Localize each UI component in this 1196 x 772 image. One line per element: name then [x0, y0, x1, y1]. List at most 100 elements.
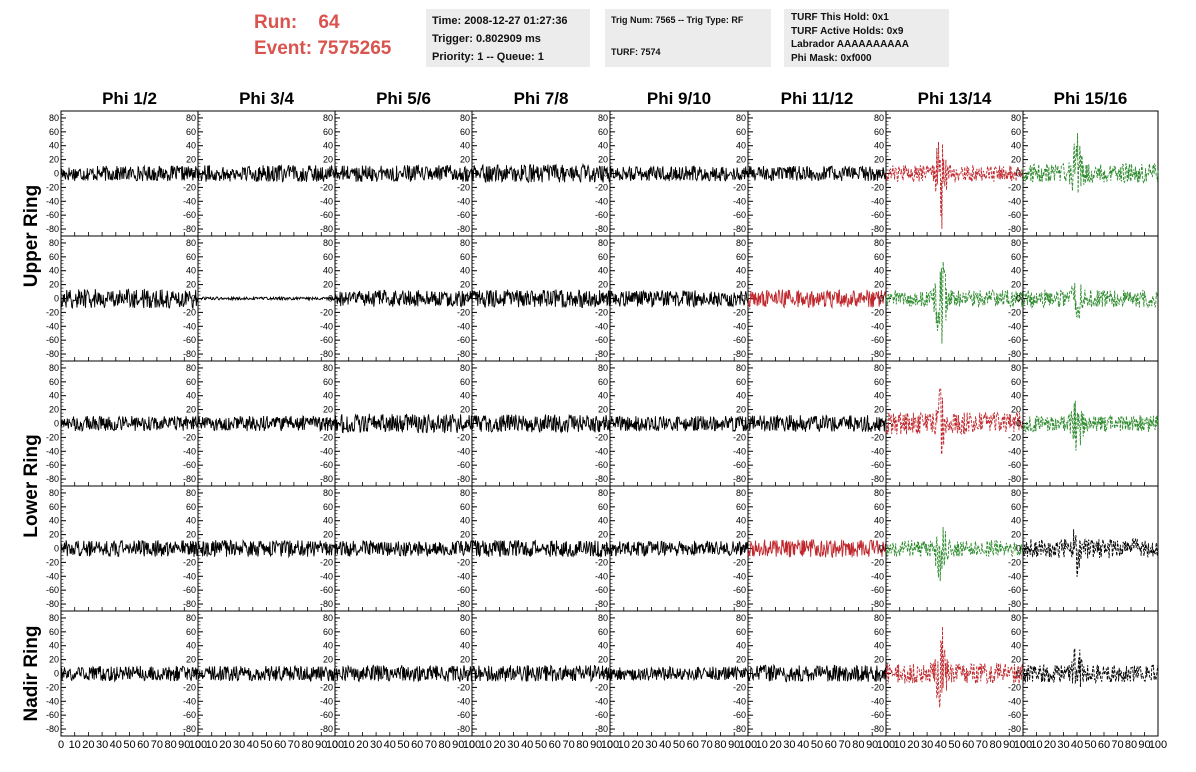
waveform-panel: -80 -60 -40 -20 0 20 40 60 80 — [457, 610, 611, 737]
y-tick-label: -40 — [733, 696, 746, 706]
y-tick-label: -60 — [1008, 585, 1021, 595]
y-tick-label: -60 — [733, 585, 746, 595]
y-tick-label: 40 — [874, 141, 884, 151]
x-tick-label: 70 — [838, 739, 850, 751]
turf-active-line: TURF Active Holds: 0x9 — [791, 25, 904, 37]
y-tick-label: 0 — [54, 169, 59, 179]
y-tick-label: 80 — [323, 488, 333, 498]
waveform-trace — [334, 413, 473, 434]
waveform-panel: -80 -60 -40 -20 0 20 40 60 80 — [457, 485, 611, 612]
x-tick-label: 40 — [1071, 739, 1083, 751]
x-tick-label: 100 — [189, 739, 207, 751]
y-tick-label: -80 — [183, 349, 196, 359]
y-tick-label: -20 — [1008, 682, 1021, 692]
y-tick-label: 20 — [323, 280, 333, 290]
y-tick-label: -80 — [733, 224, 746, 234]
waveform-trace — [197, 415, 336, 432]
waveform-trace — [747, 663, 887, 683]
y-tick-label: 40 — [460, 391, 470, 401]
waveform-trace — [334, 289, 473, 308]
y-tick-label: 60 — [874, 502, 884, 512]
y-tick-label: 0 — [879, 169, 884, 179]
waveform-panel: -80 -60 -40 -20 0 20 40 60 80 — [1008, 485, 1159, 612]
y-tick-label: 60 — [1011, 377, 1021, 387]
y-tick-label: 60 — [186, 502, 196, 512]
y-tick-label: -80 — [733, 474, 746, 484]
y-tick-label: 40 — [323, 516, 333, 526]
column-title: Phi 9/10 — [647, 89, 711, 108]
y-tick-label: 20 — [874, 155, 884, 165]
y-tick-label: -80 — [457, 349, 470, 359]
waveform-trace — [1022, 132, 1159, 194]
waveform-trace — [1022, 647, 1159, 688]
x-tick-label: 20 — [493, 739, 505, 751]
y-tick-label: -80 — [183, 599, 196, 609]
y-tick-label: 80 — [186, 238, 196, 248]
waveform-panel: -80 -60 -40 -20 0 20 40 60 80 — [46, 485, 199, 612]
y-tick-label: -40 — [733, 321, 746, 331]
y-tick-label: 0 — [328, 544, 333, 554]
waveform-trace — [471, 664, 611, 683]
y-tick-label: 80 — [49, 113, 59, 123]
column-title: Phi 3/4 — [239, 89, 294, 108]
y-tick-label: -40 — [457, 696, 470, 706]
y-tick-label: 20 — [460, 155, 470, 165]
y-tick-label: 80 — [736, 613, 746, 623]
y-tick-label: -60 — [457, 335, 470, 345]
x-tick-label: 10 — [756, 739, 768, 751]
y-tick-label: -40 — [1008, 696, 1021, 706]
x-tick-label: 80 — [1125, 739, 1137, 751]
trigger-line: Trigger: 0.802909 ms — [432, 33, 541, 45]
y-tick-label: 80 — [598, 488, 608, 498]
y-tick-label: 20 — [460, 405, 470, 415]
y-tick-label: -80 — [733, 724, 746, 734]
y-tick-label: 60 — [598, 627, 608, 637]
y-tick-label: -20 — [595, 432, 608, 442]
y-tick-label: -80 — [1008, 224, 1021, 234]
y-tick-label: -60 — [46, 210, 59, 220]
y-tick-label: -20 — [320, 432, 333, 442]
y-tick-label: 0 — [1016, 544, 1021, 554]
y-tick-label: -40 — [46, 446, 59, 456]
y-tick-label: -80 — [320, 224, 333, 234]
y-tick-label: 0 — [328, 294, 333, 304]
x-tick-label: 90 — [1138, 739, 1150, 751]
waveform-panel: -80 -60 -40 -20 0 20 40 60 80 — [1008, 610, 1159, 737]
y-tick-label: 0 — [1016, 294, 1021, 304]
x-tick-label: 40 — [521, 739, 533, 751]
waveform-trace — [747, 414, 887, 433]
y-tick-label: -20 — [46, 307, 59, 317]
y-tick-label: 20 — [736, 155, 746, 165]
y-tick-label: 0 — [741, 669, 746, 679]
x-tick-label: 0 — [58, 739, 64, 751]
trig-line: Trig Num: 7565 -- Trig Type: RF — [611, 15, 744, 25]
y-tick-label: -40 — [457, 196, 470, 206]
x-tick-label: 20 — [907, 739, 919, 751]
x-tick-label: 20 — [219, 739, 231, 751]
x-tick-label: 10 — [206, 739, 218, 751]
y-tick-label: 40 — [186, 641, 196, 651]
x-tick-label: 80 — [989, 739, 1001, 751]
x-tick-label: 50 — [811, 739, 823, 751]
y-tick-label: -60 — [320, 710, 333, 720]
y-tick-label: -60 — [1008, 460, 1021, 470]
y-tick-label: 20 — [1011, 655, 1021, 665]
y-tick-label: 20 — [736, 405, 746, 415]
y-tick-label: -60 — [871, 210, 884, 220]
x-tick-label: 10 — [343, 739, 355, 751]
y-tick-label: 20 — [874, 280, 884, 290]
y-tick-label: 80 — [323, 113, 333, 123]
y-tick-label: 20 — [186, 405, 196, 415]
y-tick-label: -40 — [1008, 446, 1021, 456]
y-tick-label: 40 — [323, 641, 333, 651]
y-tick-label: -20 — [46, 432, 59, 442]
x-tick-label: 30 — [233, 739, 245, 751]
column-title: Phi 5/6 — [376, 89, 431, 108]
waveform-panel: -80 -60 -40 -20 0 20 40 60 80 — [595, 110, 749, 237]
y-tick-label: 60 — [186, 127, 196, 137]
y-tick-label: -60 — [320, 460, 333, 470]
y-tick-label: -20 — [871, 182, 884, 192]
waveform-panel: -80 -60 -40 -20 0 20 40 60 80 — [733, 235, 887, 362]
x-tick-label: 100 — [739, 739, 757, 751]
waveform-trace — [1022, 400, 1159, 451]
